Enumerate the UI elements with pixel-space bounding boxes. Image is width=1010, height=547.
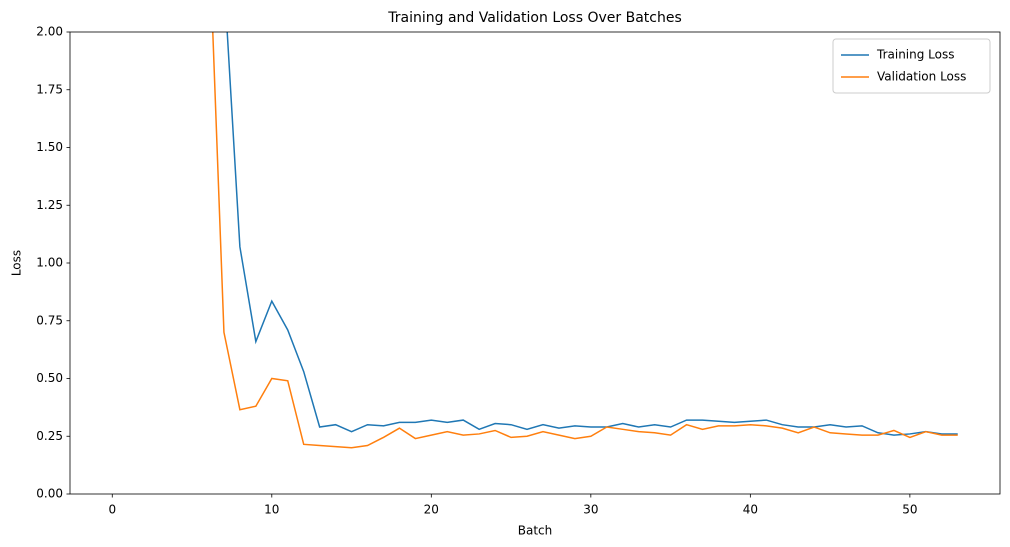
x-tick-label: 10: [264, 503, 279, 517]
y-tick-label: 1.50: [36, 140, 63, 154]
axes-frame: [69, 31, 1001, 495]
line-series: [212, 32, 958, 449]
x-axis-label: Batch: [518, 524, 553, 538]
x-tick-label: 50: [902, 503, 917, 517]
chart-title: Training and Validation Loss Over Batche…: [387, 10, 682, 26]
y-tick-label: 0.50: [36, 371, 63, 385]
y-tick-label: 0.75: [36, 313, 63, 327]
y-tick-label: 2.00: [36, 25, 63, 39]
y-tick-label: 0.25: [36, 429, 63, 443]
y-tick-label: 1.75: [36, 82, 63, 96]
x-tick-label: 0: [108, 503, 116, 517]
x-tick-label: 20: [424, 503, 439, 517]
y-tick-label: 0.00: [36, 487, 63, 501]
x-tick-label: 40: [743, 503, 758, 517]
line-series: [226, 32, 958, 436]
legend-box: [832, 38, 991, 94]
legend-label: Training Loss: [876, 48, 954, 62]
y-axis-label: Loss: [10, 250, 24, 276]
y-tick-label: 1.25: [36, 198, 63, 212]
plot-area: [212, 32, 958, 449]
y-tick-label: 1.00: [36, 256, 63, 270]
legend-label: Validation Loss: [877, 70, 966, 84]
x-tick-label: 30: [583, 503, 598, 517]
